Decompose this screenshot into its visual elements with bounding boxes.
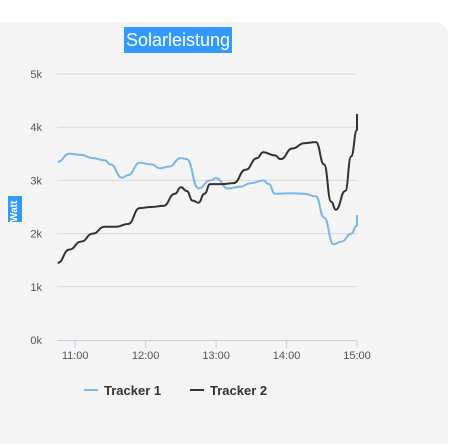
y-axis-ticks: 0k 1k 2k 3k 4k 5k [30, 69, 42, 347]
series-line-1[interactable] [57, 152, 358, 246]
series-lines [57, 113, 358, 264]
y-tick-label: 0k [30, 335, 42, 347]
y-tick-label: 1k [30, 282, 42, 294]
y-tick-label: 5k [30, 69, 42, 81]
series-line-2[interactable] [57, 113, 358, 264]
x-tick-label: 12:00 [132, 350, 160, 362]
legend-item-1[interactable]: Tracker 1 [84, 383, 161, 398]
chart-panel [0, 22, 448, 444]
x-axis: 11:00 12:00 13:00 14:00 15:00 [57, 340, 371, 362]
y-tick-label: 2k [30, 229, 42, 241]
x-tick-label: 11:00 [62, 350, 89, 362]
legend-item-2[interactable]: Tracker 2 [190, 383, 267, 398]
y-tick-label: 3k [30, 175, 42, 187]
y-axis-label-badge: Watt [8, 196, 22, 222]
legend[interactable]: Tracker 1 Tracker 2 [84, 383, 267, 398]
x-tick-label: 15:00 [343, 350, 371, 362]
x-tick-label: 14:00 [273, 350, 301, 362]
y-tick-label: 4k [30, 122, 42, 134]
chart-title: Solarleistung [124, 27, 233, 53]
legend-label: Tracker 1 [104, 383, 161, 398]
x-tick-label: 13:00 [202, 350, 230, 362]
legend-label: Tracker 2 [210, 383, 267, 398]
